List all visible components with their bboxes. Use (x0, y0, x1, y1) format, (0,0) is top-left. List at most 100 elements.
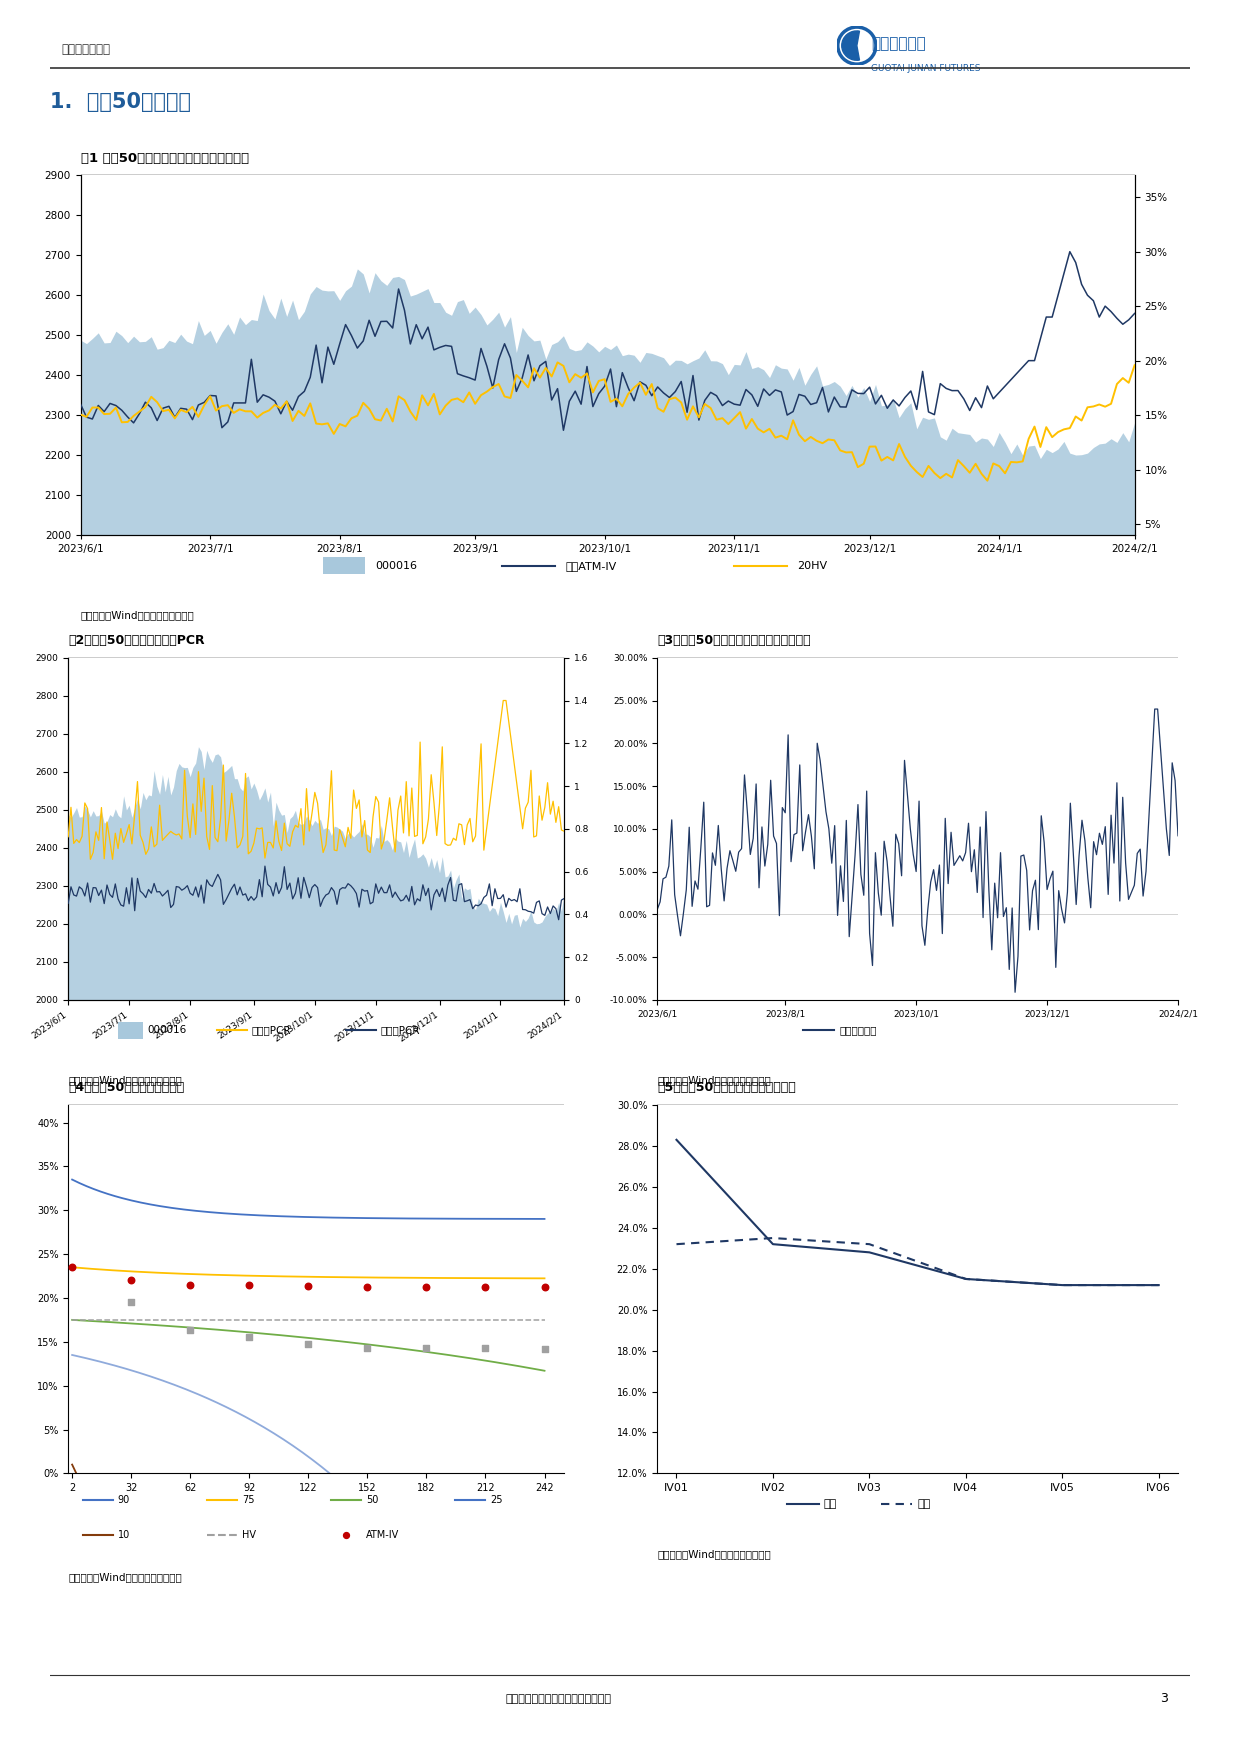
75 (513, 1268, 528, 1289)
Text: 000016: 000016 (148, 1026, 187, 1035)
Wedge shape (842, 32, 859, 60)
Text: 50: 50 (366, 1494, 378, 1505)
50 (93, 1310, 108, 1331)
75 (153, 1263, 167, 1284)
Line: 50: 50 (72, 1319, 544, 1372)
90 (83, 1177, 98, 1198)
Text: 000016: 000016 (376, 561, 418, 570)
HV (93, 1308, 108, 1330)
Point (417, 1333, 436, 1361)
Text: 请务必阅读正文之后的免责条款部分: 请务必阅读正文之后的免责条款部分 (506, 1694, 611, 1703)
Text: 图4：上证50股指期权波动率锥: 图4：上证50股指期权波动率锥 (68, 1080, 185, 1094)
10 (83, 1500, 98, 1521)
90 (513, 1209, 528, 1230)
ATM-IV (534, 1273, 554, 1301)
Line: 75: 75 (72, 1266, 544, 1279)
90 (537, 1209, 552, 1230)
Text: 成交量PCR: 成交量PCR (252, 1026, 291, 1035)
50 (83, 1310, 98, 1331)
ATM-IV (180, 1270, 200, 1298)
Text: 资料来源：Wind、国泰君安期货研究: 资料来源：Wind、国泰君安期货研究 (68, 1075, 182, 1086)
50 (191, 1317, 206, 1338)
FancyBboxPatch shape (322, 558, 366, 575)
Text: 75: 75 (242, 1494, 254, 1505)
75 (191, 1265, 206, 1286)
25 (64, 1344, 79, 1365)
ATM-IV (476, 1273, 496, 1301)
Point (180, 1316, 200, 1344)
ATM-IV (299, 1272, 319, 1300)
Point (357, 1333, 377, 1361)
Text: 资料来源：Wind、国泰君安期货研究: 资料来源：Wind、国泰君安期货研究 (68, 1572, 182, 1582)
Point (122, 1287, 141, 1316)
50 (64, 1308, 79, 1330)
FancyBboxPatch shape (118, 1021, 143, 1038)
50 (153, 1316, 167, 1337)
Text: 资料来源：Wind、国泰君安期货研究: 资料来源：Wind、国泰君安期货研究 (657, 1549, 771, 1559)
75 (83, 1258, 98, 1279)
Text: 图1 上证50股指期权主力合约波动率走势图: 图1 上证50股指期权主力合约波动率走势图 (81, 151, 249, 165)
Point (336, 1521, 356, 1549)
Text: 1.  上证50股指期权: 1. 上证50股指期权 (50, 91, 191, 112)
HV (537, 1308, 552, 1330)
50 (537, 1361, 552, 1382)
Text: 3: 3 (1159, 1693, 1168, 1705)
75 (64, 1256, 79, 1277)
25 (513, 1729, 528, 1750)
Line: 25: 25 (72, 1354, 544, 1754)
ATM-IV (239, 1270, 259, 1298)
ATM-IV (122, 1266, 141, 1294)
90 (497, 1209, 512, 1230)
50 (497, 1352, 512, 1373)
25 (83, 1349, 98, 1370)
75 (497, 1268, 512, 1289)
HV (191, 1308, 206, 1330)
ATM-IV (62, 1252, 82, 1280)
10 (93, 1529, 108, 1551)
75 (537, 1268, 552, 1289)
Point (299, 1330, 319, 1358)
25 (191, 1384, 206, 1405)
90 (153, 1196, 167, 1217)
Text: 主力合约偏度: 主力合约偏度 (839, 1026, 877, 1035)
HV (497, 1308, 512, 1330)
HV (513, 1308, 528, 1330)
ATM-IV (417, 1273, 436, 1301)
Text: GUOTAI JUNAN FUTURES: GUOTAI JUNAN FUTURES (870, 65, 981, 74)
Text: 20HV: 20HV (797, 561, 827, 570)
90 (191, 1200, 206, 1221)
HV (83, 1308, 98, 1330)
Text: ATM-IV: ATM-IV (366, 1529, 399, 1540)
Line: 10: 10 (72, 1465, 544, 1754)
75 (93, 1259, 108, 1280)
Text: 图2：上证50股指期权全合约PCR: 图2：上证50股指期权全合约PCR (68, 633, 205, 647)
25 (153, 1370, 167, 1391)
90 (93, 1180, 108, 1201)
Text: HV: HV (242, 1529, 255, 1540)
Text: 90: 90 (118, 1494, 130, 1505)
Point (534, 1335, 554, 1363)
25 (93, 1351, 108, 1372)
25 (497, 1694, 512, 1715)
Point (476, 1333, 496, 1361)
50 (513, 1356, 528, 1377)
HV (64, 1308, 79, 1330)
10 (64, 1454, 79, 1475)
Text: 近月ATM-IV: 近月ATM-IV (565, 561, 616, 570)
Text: 今日: 今日 (823, 1500, 837, 1508)
90 (64, 1168, 79, 1189)
Text: 昨日: 昨日 (918, 1500, 931, 1508)
Text: 资料来源：Wind、国泰君安期货研究: 资料来源：Wind、国泰君安期货研究 (657, 1075, 771, 1086)
Text: 10: 10 (118, 1529, 130, 1540)
Text: 资料来源：Wind、国泰君安期货研究: 资料来源：Wind、国泰君安期货研究 (81, 610, 195, 621)
Text: 金融衍生品研究: 金融衍生品研究 (61, 42, 110, 56)
Line: 90: 90 (72, 1179, 544, 1219)
Point (239, 1323, 259, 1351)
Text: 图5：上证50股指期权波动率期限结构: 图5：上证50股指期权波动率期限结构 (657, 1080, 796, 1094)
Text: 持仓量PCR: 持仓量PCR (381, 1026, 420, 1035)
Text: 25: 25 (490, 1494, 502, 1505)
Text: 图3：上证50股指期权主力合约偏度走势图: 图3：上证50股指期权主力合约偏度走势图 (657, 633, 811, 647)
Text: 国泰君安期货: 国泰君安期货 (870, 37, 926, 51)
ATM-IV (357, 1273, 377, 1301)
HV (153, 1308, 167, 1330)
